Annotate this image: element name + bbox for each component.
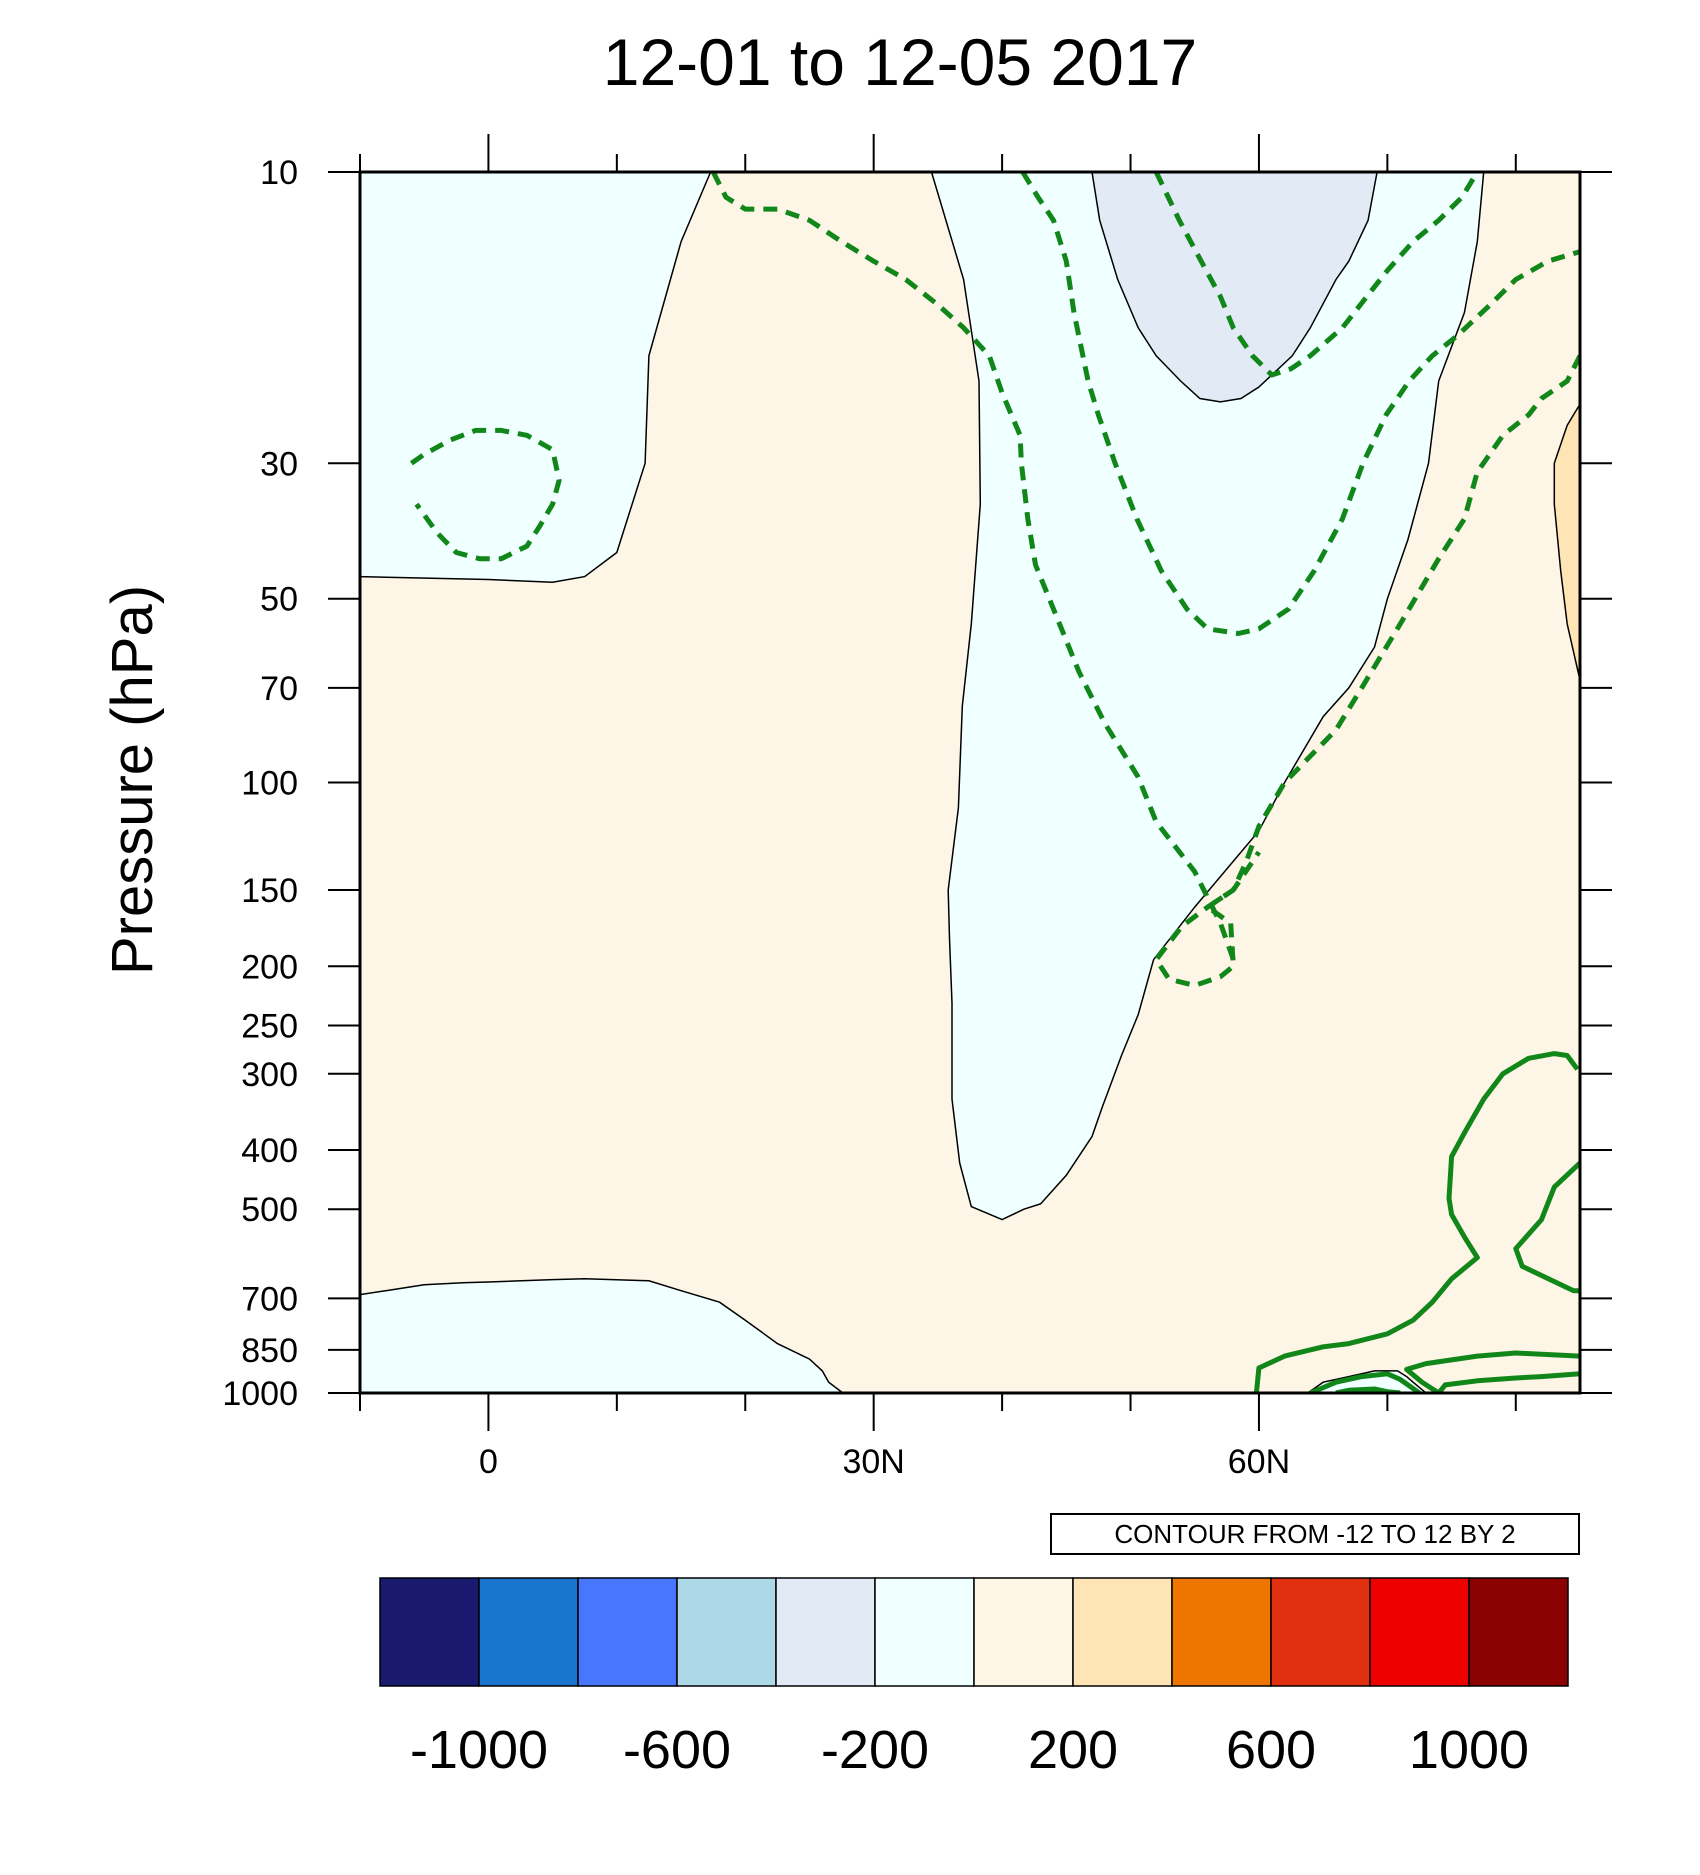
- colorbar-box-2: [577, 1577, 678, 1687]
- colorbar-box-7: [1072, 1577, 1173, 1687]
- colorbar-box-0: [379, 1577, 480, 1687]
- fill-region-4: [360, 1278, 843, 1393]
- colorbar-label-0: -1000: [410, 1720, 548, 1780]
- colorbar-box-5: [874, 1577, 975, 1687]
- y-tick-label-100: 100: [241, 765, 298, 803]
- y-tick-label-1000: 1000: [222, 1375, 298, 1413]
- y-tick-label-500: 500: [241, 1191, 298, 1229]
- fill-region-1: [360, 172, 711, 583]
- colorbar-label-1: -600: [623, 1720, 731, 1780]
- negative-contour-3: [409, 427, 562, 562]
- y-tick-label-10: 10: [260, 154, 298, 192]
- negative-contour-1: [1020, 172, 1580, 636]
- fill-boundary-3: [360, 1278, 844, 1393]
- positive-contour-5: [1309, 1371, 1421, 1393]
- y-tick-label-850: 850: [241, 1332, 298, 1370]
- colorbar-label-3: 200: [1028, 1720, 1118, 1780]
- colorbar-box-3: [676, 1577, 777, 1687]
- fill-boundary-1: [930, 172, 1485, 1221]
- plot-area: [358, 170, 1582, 1395]
- negative-contour-4: [1153, 354, 1580, 988]
- fill-region-3: [1092, 172, 1378, 402]
- colorbar-label-5: 1000: [1409, 1720, 1529, 1780]
- positive-contour-3: [1436, 1371, 1580, 1393]
- colorbar-box-4: [775, 1577, 876, 1687]
- y-tick-label-30: 30: [260, 445, 298, 483]
- colorbar-label-4: 600: [1226, 1720, 1316, 1780]
- fill-region-2: [931, 172, 1484, 1220]
- fill-boundary-2: [1091, 172, 1378, 403]
- colorbar-box-6: [973, 1577, 1074, 1687]
- x-tick-label-30: 30N: [842, 1443, 904, 1481]
- y-tick-label-400: 400: [241, 1132, 298, 1170]
- colorbar-box-1: [478, 1577, 579, 1687]
- contour-info-box: CONTOUR FROM -12 TO 12 BY 2: [1050, 1513, 1580, 1555]
- positive-contour-1: [1513, 1161, 1580, 1294]
- colorbar-box-11: [1468, 1577, 1569, 1687]
- x-tick-label-0: 0: [479, 1443, 498, 1481]
- fill-boundary-0: [360, 172, 712, 584]
- colorbar-label-2: -200: [821, 1720, 929, 1780]
- fill-boundary-4: [1553, 403, 1580, 681]
- contour-info-border: [1050, 1513, 1580, 1555]
- y-tick-label-70: 70: [260, 670, 298, 708]
- y-tick-label-50: 50: [260, 581, 298, 619]
- positive-contour-2: [1404, 1350, 1580, 1393]
- positive-contour-0: [1253, 1051, 1580, 1393]
- y-tick-label-300: 300: [241, 1056, 298, 1094]
- y-axis-label: Pressure (hPa): [100, 585, 165, 975]
- x-tick-label-60: 60N: [1228, 1443, 1290, 1481]
- chart-title: 12-01 to 12-05 2017: [603, 25, 1197, 99]
- contour-info-text: CONTOUR FROM -12 TO 12 BY 2: [1114, 1519, 1515, 1549]
- fill-boundary-5: [1307, 1370, 1427, 1393]
- y-axis-ticks: 10 30 50 70 100 150 200 250 300 400 500 700 850 1000: [222, 154, 1612, 1413]
- y-tick-label-250: 250: [241, 1007, 298, 1045]
- negative-contour-2: [1153, 172, 1480, 378]
- colorbar-box-9: [1270, 1577, 1371, 1687]
- y-tick-label-150: 150: [241, 872, 298, 910]
- x-axis-ticks: 0 30N 60N: [359, 134, 1517, 1481]
- y-tick-label-700: 700: [241, 1280, 298, 1318]
- colorbar: -1000 -600 -200 200 600 1000: [379, 1577, 1569, 1780]
- colorbar-box-10: [1369, 1577, 1470, 1687]
- colorbar-box-8: [1171, 1577, 1272, 1687]
- y-tick-label-200: 200: [241, 948, 298, 986]
